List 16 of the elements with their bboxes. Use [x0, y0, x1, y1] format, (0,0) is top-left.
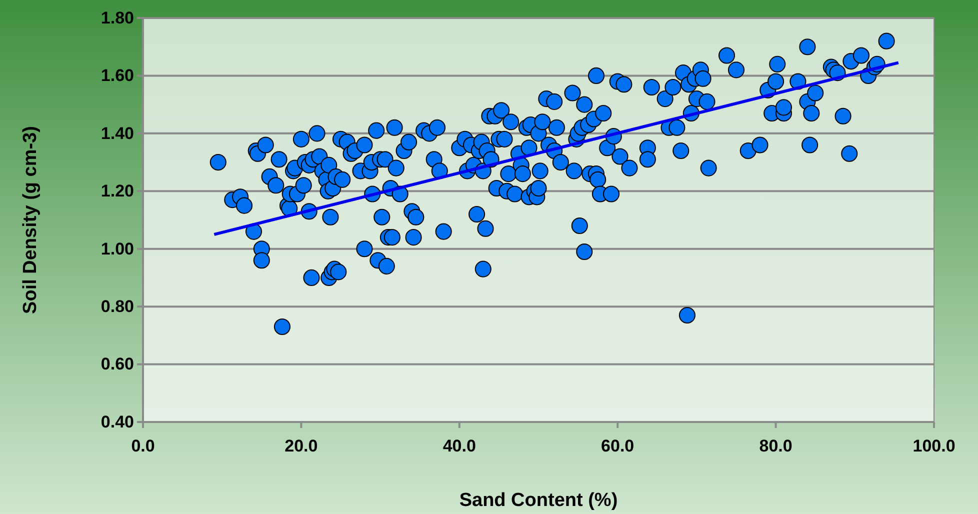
y-tick-label: 0.40 [100, 412, 134, 432]
y-tick-label: 1.80 [100, 8, 134, 28]
y-tick-label: 0.80 [100, 297, 134, 316]
y-tick-label: 1.20 [100, 182, 134, 201]
x-tick-label: 60.0 [601, 436, 634, 456]
y-axis-title: Soil Density (g cm-3) [20, 126, 41, 314]
x-tick-label: 100.0 [912, 436, 956, 456]
y-tick-label: 1.60 [100, 66, 134, 86]
x-tick-label: 0.0 [131, 436, 155, 456]
x-tick-label: 20.0 [284, 436, 318, 456]
y-tick-label: 1.00 [100, 239, 134, 258]
x-tick-label: 80.0 [759, 436, 792, 456]
x-tick-label: 40.0 [442, 436, 476, 456]
x-axis-title: Sand Content (%) [459, 490, 618, 511]
y-tick-label: 1.40 [100, 124, 134, 143]
y-tick-label: 0.60 [100, 354, 134, 374]
